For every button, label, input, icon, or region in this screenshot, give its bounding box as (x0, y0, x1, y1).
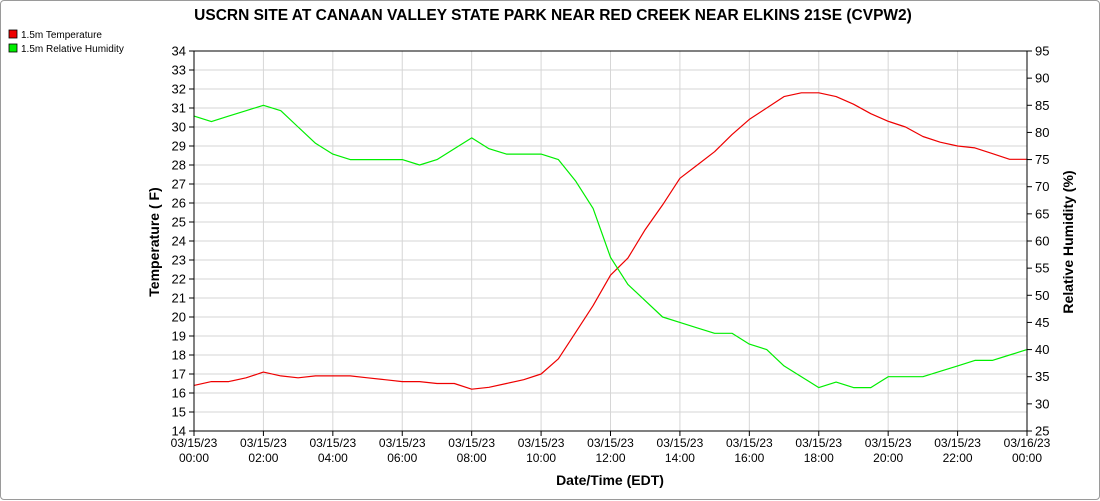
x-tick-date: 03/15/23 (587, 436, 634, 450)
left-tick-label: 22 (172, 272, 186, 287)
x-tick-date: 03/15/23 (379, 436, 426, 450)
temperature-series-line (193, 92, 1027, 390)
x-tick-date: 03/15/23 (448, 436, 495, 450)
series-layer (193, 92, 1028, 390)
x-tick-time: 04:00 (318, 451, 348, 465)
x-tick-time: 16:00 (734, 451, 764, 465)
legend-swatch-humidity (8, 43, 18, 53)
left-tick-label: 30 (172, 120, 186, 135)
left-tick-label: 25 (172, 215, 186, 230)
right-tick-label: 75 (1035, 152, 1049, 167)
left-tick-label: 29 (172, 139, 186, 154)
right-tick-label: 55 (1035, 261, 1049, 276)
left-tick-label: 28 (172, 158, 186, 173)
right-tick-label: 65 (1035, 206, 1049, 221)
x-axis-label: Date/Time (EDT) (556, 472, 664, 488)
left-tick-label: 21 (172, 291, 186, 306)
left-tick-label: 32 (172, 82, 186, 97)
chart-title: USCRN SITE AT CANAAN VALLEY STATE PARK N… (194, 7, 912, 24)
right-tick-label: 90 (1035, 71, 1049, 86)
left-tick-label: 27 (172, 177, 186, 192)
x-tick-date: 03/15/23 (518, 436, 565, 450)
x-tick-time: 20:00 (873, 451, 903, 465)
left-y-ticks: 14 15 16 17 18 19 20 21 22 23 24 25 26 27 28 29 30 31 32 33… (172, 44, 194, 439)
left-tick-label: 17 (172, 367, 186, 382)
right-tick-label: 85 (1035, 98, 1049, 113)
x-tick-date: 03/15/23 (726, 436, 773, 450)
left-y-axis-label: Temperature ( F) (146, 187, 162, 296)
right-tick-label: 95 (1035, 44, 1049, 59)
x-tick-date: 03/16/23 (1004, 436, 1051, 450)
right-tick-label: 40 (1035, 342, 1049, 357)
x-tick-date: 03/15/23 (657, 436, 704, 450)
right-tick-label: 50 (1035, 288, 1049, 303)
right-tick-label: 80 (1035, 125, 1049, 140)
left-tick-label: 33 (172, 63, 186, 78)
grid (193, 50, 1028, 432)
left-tick-label: 15 (172, 405, 186, 420)
left-tick-label: 16 (172, 386, 186, 401)
right-tick-label: 45 (1035, 315, 1049, 330)
x-tick-date: 03/15/23 (240, 436, 287, 450)
x-tick-time: 06:00 (387, 451, 417, 465)
x-tick-date: 03/15/23 (171, 436, 218, 450)
right-tick-label: 60 (1035, 234, 1049, 249)
left-tick-label: 24 (172, 234, 186, 249)
legend-swatch-temperature (8, 29, 18, 39)
left-tick-label: 26 (172, 196, 186, 211)
x-tick-time: 22:00 (943, 451, 973, 465)
x-tick-date: 03/15/23 (795, 436, 842, 450)
legend: 1.5m Temperature 1.5m Relative Humidity (8, 29, 124, 55)
x-tick-time: 02:00 (248, 451, 278, 465)
right-tick-label: 25 (1035, 424, 1049, 439)
x-tick-time: 18:00 (804, 451, 834, 465)
right-tick-label: 35 (1035, 369, 1049, 384)
x-tick-time: 00:00 (1012, 451, 1042, 465)
right-tick-label: 30 (1035, 396, 1049, 411)
right-y-ticks: 25 30 35 40 45 50 55 60 65 70 75 80 85 90 95 (1027, 44, 1049, 439)
left-tick-label: 23 (172, 253, 186, 268)
right-y-axis-label: Relative Humidity (%) (1060, 170, 1076, 313)
x-tick-date: 03/15/23 (309, 436, 356, 450)
left-tick-label: 20 (172, 310, 186, 325)
humidity-series-line (193, 104, 1028, 389)
x-ticks: 03/15/2300:0003/15/2302:0003/15/2304:000… (171, 431, 1051, 465)
left-tick-label: 34 (172, 44, 186, 59)
legend-label-temperature: 1.5m Temperature (21, 30, 102, 41)
x-tick-time: 12:00 (595, 451, 625, 465)
x-tick-date: 03/15/23 (934, 436, 981, 450)
x-tick-date: 03/15/23 (865, 436, 912, 450)
x-tick-time: 14:00 (665, 451, 695, 465)
left-tick-label: 14 (172, 424, 186, 439)
left-tick-label: 19 (172, 329, 186, 344)
x-tick-time: 00:00 (179, 451, 209, 465)
left-tick-label: 18 (172, 348, 186, 363)
right-tick-label: 70 (1035, 179, 1049, 194)
left-tick-label: 31 (172, 101, 186, 116)
x-tick-time: 10:00 (526, 451, 556, 465)
x-tick-time: 08:00 (457, 451, 487, 465)
legend-label-humidity: 1.5m Relative Humidity (21, 44, 124, 55)
